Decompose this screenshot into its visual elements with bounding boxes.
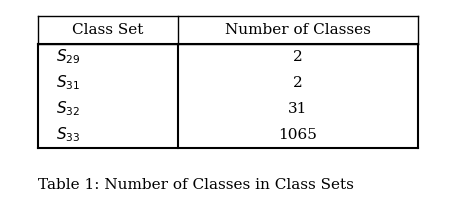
Text: $S_{33}$: $S_{33}$ bbox=[56, 126, 80, 144]
Text: Number of Classes: Number of Classes bbox=[225, 23, 370, 37]
Text: 2: 2 bbox=[293, 50, 302, 64]
Text: $S_{29}$: $S_{29}$ bbox=[56, 48, 80, 66]
Text: Table 1: Number of Classes in Class Sets: Table 1: Number of Classes in Class Sets bbox=[38, 178, 353, 192]
Text: $S_{32}$: $S_{32}$ bbox=[56, 100, 80, 118]
Text: Class Set: Class Set bbox=[72, 23, 143, 37]
Text: 31: 31 bbox=[288, 102, 307, 116]
Text: 1065: 1065 bbox=[278, 128, 317, 142]
Text: $S_{31}$: $S_{31}$ bbox=[56, 74, 80, 92]
Text: 2: 2 bbox=[293, 76, 302, 90]
